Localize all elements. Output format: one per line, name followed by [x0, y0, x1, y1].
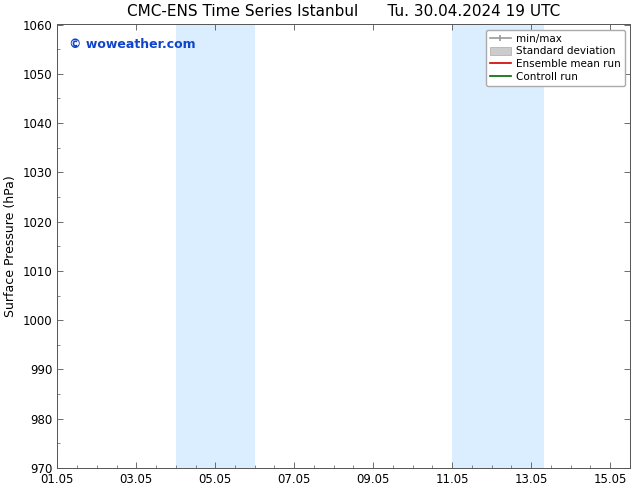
Title: CMC-ENS Time Series Istanbul      Tu. 30.04.2024 19 UTC: CMC-ENS Time Series Istanbul Tu. 30.04.2… [127, 4, 560, 19]
Legend: min/max, Standard deviation, Ensemble mean run, Controll run: min/max, Standard deviation, Ensemble me… [486, 30, 624, 86]
Text: © woweather.com: © woweather.com [68, 38, 195, 51]
Bar [452, 24, 544, 468]
Y-axis label: Surface Pressure (hPa): Surface Pressure (hPa) [4, 175, 17, 317]
Bar [176, 24, 255, 468]
